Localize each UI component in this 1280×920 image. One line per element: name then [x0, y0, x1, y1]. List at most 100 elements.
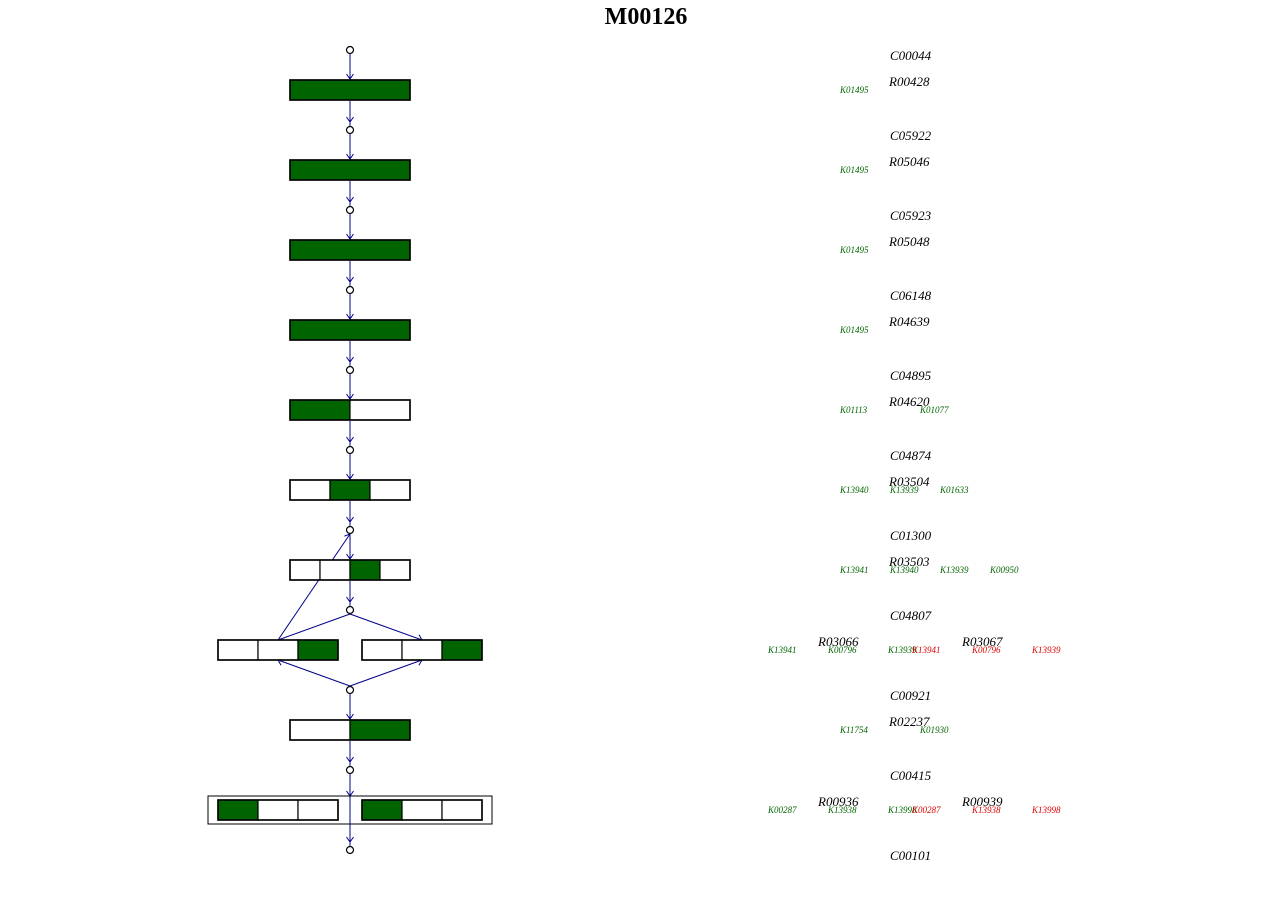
reaction-box: [361, 639, 483, 661]
reaction-box-border: [289, 399, 411, 421]
ko-segment-present: [289, 79, 411, 101]
ko-segment-absent: [289, 559, 321, 581]
link-arrowhead: [346, 553, 354, 560]
reaction-label: R05046: [888, 154, 930, 169]
reaction-box-border: [289, 559, 411, 581]
text-labels: C00044 C05922 C05923 C06148 C04895 C04874 C013…: [767, 48, 1061, 863]
reaction-label: R03504: [888, 474, 930, 489]
ko-segment-absent: [441, 799, 483, 821]
ko-label: K13941: [839, 565, 869, 575]
reaction-box-border: [289, 159, 411, 181]
reaction-label: R05048: [888, 234, 930, 249]
link-arrowhead: [346, 473, 354, 480]
module-title: M00126: [605, 4, 688, 30]
reaction-box-border: [217, 639, 339, 661]
reaction-box: [289, 399, 411, 421]
link-arrowhead: [346, 356, 354, 363]
compound-label: C05923: [890, 208, 932, 223]
compound-label: C06148: [890, 288, 932, 303]
pathway-link: [277, 659, 351, 687]
ko-label: K13939: [939, 565, 969, 575]
ko-segment-present: [349, 719, 411, 741]
ko-segment-present: [441, 639, 483, 661]
link-arrowhead: [346, 196, 354, 203]
link-arrowhead: [346, 233, 354, 240]
link-arrowhead: [346, 436, 354, 443]
link-arrowhead: [346, 393, 354, 400]
ko-segment-present: [289, 319, 411, 341]
ko-segment-absent: [401, 639, 443, 661]
reaction-box: [289, 719, 411, 741]
reaction-box: [289, 159, 411, 181]
ko-label: K01495: [839, 245, 869, 255]
reaction-box-border: [361, 639, 483, 661]
reaction-box-border: [289, 79, 411, 101]
link-arrowhead: [346, 73, 354, 80]
link-arrowhead: [346, 836, 354, 843]
link-arrowhead: [346, 516, 354, 523]
link-arrowhead: [346, 313, 354, 320]
ko-label: K13938: [971, 805, 1001, 815]
pathway-link: [277, 613, 351, 641]
compound-label: C00101: [890, 848, 931, 863]
link-arrowhead: [346, 153, 354, 160]
ko-label: K00287: [767, 805, 797, 815]
reaction-box: [361, 799, 483, 821]
pathway-link: [277, 533, 351, 641]
ko-segment-absent: [289, 719, 351, 741]
reaction-box-border: [289, 239, 411, 261]
reaction-box: [217, 799, 339, 821]
ko-segment-absent: [297, 799, 339, 821]
ko-segment-absent: [319, 559, 351, 581]
reaction-box: [289, 239, 411, 261]
ko-segment-absent: [257, 639, 299, 661]
ko-label: K13998: [887, 805, 917, 815]
reaction-label: R00936: [817, 794, 859, 809]
ko-segment-absent: [289, 479, 331, 501]
ko-segment-present: [289, 399, 351, 421]
ko-segment-present: [361, 799, 403, 821]
ko-segment-absent: [379, 559, 411, 581]
pathway-link: [349, 613, 423, 641]
ko-label: K00287: [911, 805, 941, 815]
ko-label: K01495: [839, 325, 869, 335]
ko-label: K13938: [827, 805, 857, 815]
link-arrowhead: [346, 596, 354, 603]
ko-label: K13940: [839, 485, 869, 495]
compound-node: [345, 365, 355, 375]
reaction-box: [289, 79, 411, 101]
ko-label: K01495: [839, 85, 869, 95]
ko-label: K01495: [839, 165, 869, 175]
compound-node: [345, 205, 355, 215]
ko-label: K00796: [971, 645, 1001, 655]
reaction-box-border: [217, 799, 339, 821]
reaction-label: R03503: [888, 554, 930, 569]
compound-node: [345, 445, 355, 455]
ko-segment-absent: [361, 639, 403, 661]
ko-segment-absent: [349, 399, 411, 421]
compound-label: C04874: [890, 448, 932, 463]
ko-label: K00950: [989, 565, 1019, 575]
compound-node: [345, 125, 355, 135]
reaction-box: [289, 479, 411, 501]
link-arrowhead: [346, 713, 354, 720]
ko-label: K01077: [919, 405, 949, 415]
compound-node: [345, 685, 355, 695]
ko-label: K01633: [939, 485, 969, 495]
reaction-label: R00428: [888, 74, 930, 89]
reaction-box-border: [289, 479, 411, 501]
ko-segment-present: [329, 479, 371, 501]
reaction-label: R03066: [817, 634, 859, 649]
compound-node: [345, 605, 355, 615]
compound-label: C00921: [890, 688, 931, 703]
link-arrowhead: [346, 756, 354, 763]
link-arrowhead: [346, 276, 354, 283]
ko-label: K13940: [889, 565, 919, 575]
ko-segment-present: [349, 559, 381, 581]
reaction-box-border: [289, 719, 411, 741]
compound-node: [345, 45, 355, 55]
ko-label: K11754: [839, 725, 868, 735]
ko-segment-absent: [217, 639, 259, 661]
compound-nodes: [345, 45, 355, 855]
